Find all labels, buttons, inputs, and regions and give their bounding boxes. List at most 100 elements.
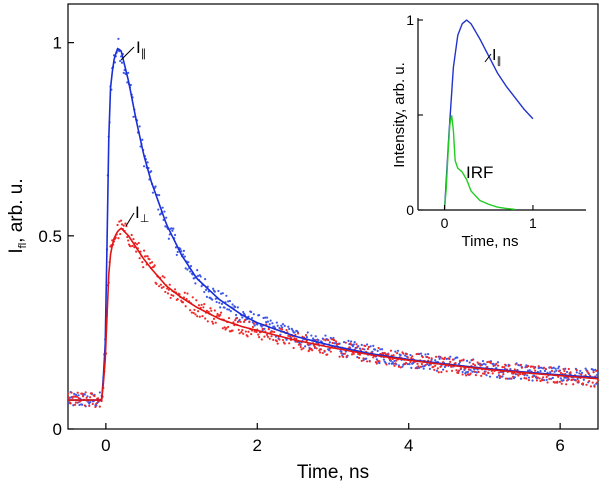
scatter-point-1 — [434, 355, 438, 358]
scatter-point-0 — [291, 329, 294, 332]
scatter-point-0 — [484, 363, 487, 366]
scatter-point-0 — [468, 361, 471, 364]
scatter-point-1 — [288, 342, 291, 345]
scatter-point-0 — [554, 367, 557, 370]
scatter-point-1 — [206, 320, 209, 323]
inset-x-tick-label: 1 — [529, 215, 537, 231]
scatter-point-1 — [478, 362, 481, 365]
scatter-point-1 — [496, 364, 500, 367]
scatter-point-0 — [266, 320, 270, 323]
scatter-point-0 — [175, 253, 178, 257]
scatter-point-0 — [372, 344, 375, 347]
main-y-axis-label-sub: fl — [17, 243, 29, 249]
scatter-point-1 — [566, 376, 570, 379]
scatter-point-0 — [369, 345, 372, 348]
scatter-point-1 — [329, 350, 332, 353]
scatter-point-0 — [392, 362, 395, 365]
scatter-point-0 — [204, 278, 207, 281]
scatter-point-0 — [161, 206, 164, 209]
series-label-parallel-sub: ∥ — [141, 48, 147, 60]
scatter-point-1 — [265, 333, 269, 336]
scatter-point-1 — [467, 368, 470, 371]
scatter-point-0 — [557, 367, 560, 370]
scatter-point-0 — [122, 71, 125, 74]
scatter-point-1 — [231, 329, 234, 332]
main-y-axis-label-tail: , arb. u. — [6, 178, 27, 242]
scatter-point-0 — [388, 362, 391, 365]
scatter-point-0 — [552, 366, 555, 369]
scatter-point-0 — [213, 290, 216, 293]
scatter-point-1 — [126, 235, 129, 239]
scatter-point-0 — [559, 377, 562, 380]
inset-y-tick-label: 1 — [406, 12, 414, 28]
scatter-point-1 — [246, 335, 249, 338]
scatter-point-0 — [234, 305, 237, 309]
scatter-point-1 — [447, 357, 450, 360]
scatter-point-1 — [361, 347, 364, 350]
scatter-point-0 — [150, 170, 153, 173]
scatter-point-0 — [170, 227, 173, 230]
scatter-point-0 — [280, 324, 283, 327]
scatter-point-1 — [130, 233, 133, 237]
scatter-point-0 — [409, 353, 412, 357]
scatter-point-1 — [409, 360, 412, 364]
scatter-point-1 — [421, 356, 424, 359]
scatter-point-1 — [98, 405, 101, 408]
scatter-point-1 — [120, 223, 124, 226]
scatter-point-1 — [285, 328, 288, 332]
scatter-point-0 — [501, 375, 504, 378]
inset-series-label-parallel-leader — [484, 53, 492, 63]
scatter-point-1 — [451, 358, 454, 361]
scatter-point-1 — [378, 360, 381, 363]
scatter-point-1 — [201, 315, 204, 318]
scatter-point-0 — [373, 348, 377, 351]
scatter-point-1 — [457, 371, 460, 375]
scatter-point-1 — [91, 402, 94, 406]
scatter-point-1 — [538, 377, 541, 380]
scatter-point-1 — [434, 364, 437, 367]
scatter-point-1 — [153, 264, 156, 267]
scatter-point-1 — [263, 335, 266, 338]
scatter-point-1 — [225, 327, 228, 330]
scatter-point-1 — [586, 370, 589, 373]
scatter-point-1 — [129, 245, 132, 248]
scatter-point-1 — [148, 258, 151, 261]
scatter-point-0 — [358, 347, 362, 350]
scatter-point-1 — [135, 243, 139, 246]
scatter-point-1 — [330, 338, 333, 341]
scatter-point-1 — [465, 374, 468, 377]
scatter-point-1 — [595, 369, 598, 372]
scatter-point-0 — [549, 371, 552, 374]
scatter-point-1 — [484, 370, 487, 373]
scatter-point-1 — [497, 371, 501, 374]
scatter-point-1 — [223, 326, 226, 329]
scatter-point-1 — [574, 379, 577, 382]
scatter-point-1 — [306, 343, 309, 346]
scatter-point-0 — [456, 356, 459, 359]
scatter-point-0 — [517, 363, 520, 367]
scatter-point-1 — [283, 342, 286, 345]
scatter-point-1 — [450, 365, 453, 368]
scatter-point-1 — [195, 299, 198, 302]
scatter-point-0 — [305, 336, 308, 339]
scatter-point-1 — [90, 392, 93, 395]
scatter-point-1 — [558, 380, 562, 383]
scatter-point-0 — [263, 327, 266, 330]
scatter-point-1 — [366, 347, 370, 351]
scatter-point-1 — [211, 320, 214, 323]
scatter-point-1 — [81, 395, 85, 398]
scatter-point-1 — [244, 330, 247, 333]
scatter-point-1 — [276, 342, 279, 345]
scatter-point-1 — [511, 375, 515, 378]
scatter-point-1 — [137, 241, 140, 245]
scatter-point-1 — [418, 352, 421, 356]
scatter-point-1 — [514, 363, 517, 366]
scatter-point-1 — [519, 372, 522, 376]
scatter-point-1 — [464, 367, 467, 370]
scatter-point-1 — [271, 330, 274, 333]
scatter-point-1 — [146, 255, 149, 258]
scatter-point-0 — [596, 371, 600, 375]
scatter-point-0 — [241, 316, 244, 319]
scatter-point-1 — [562, 367, 565, 371]
scatter-point-0 — [519, 377, 523, 380]
